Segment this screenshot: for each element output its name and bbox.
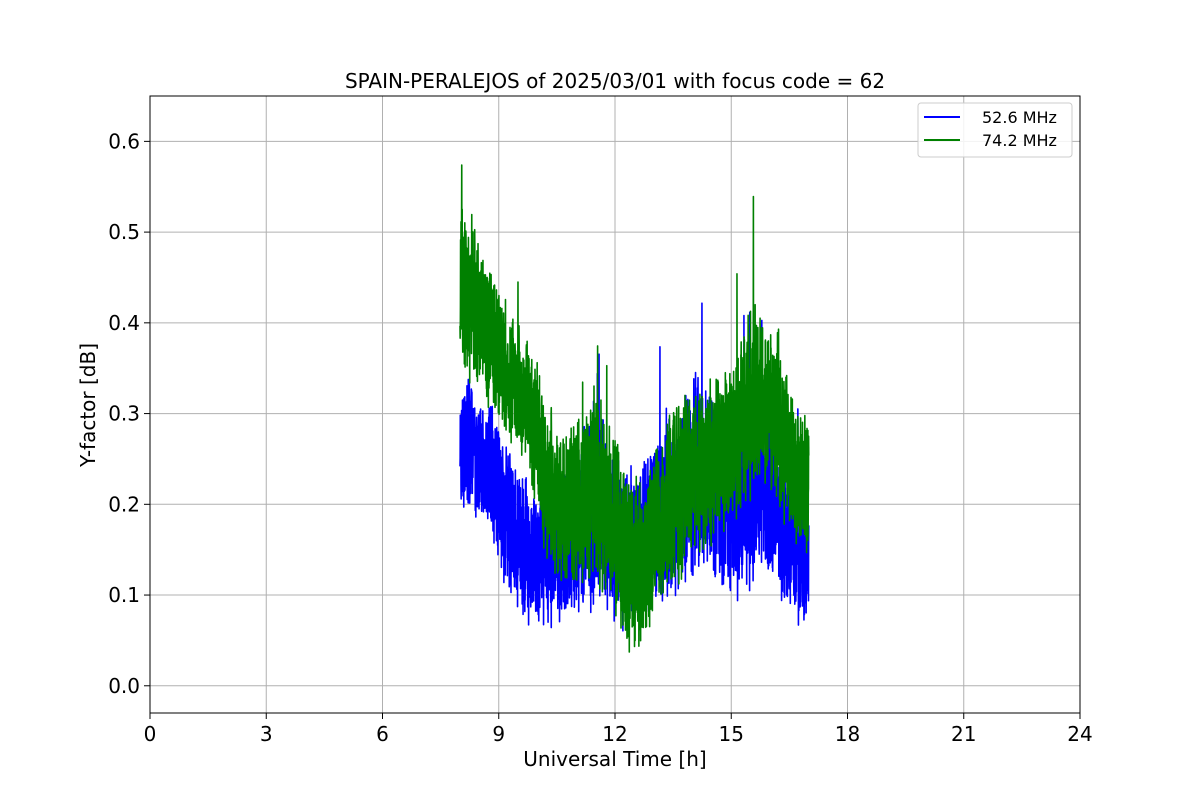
chart-title: SPAIN-PERALEJOS of 2025/03/01 with focus… <box>345 69 885 93</box>
x-tick-label: 9 <box>492 722 505 746</box>
x-axis-label: Universal Time [h] <box>523 747 706 771</box>
x-tick-label: 3 <box>260 722 273 746</box>
legend: 52.6 MHz 74.2 MHz <box>917 102 1073 158</box>
legend-label-74-2: 74.2 MHz <box>982 131 1057 150</box>
y-tick-label: 0.0 <box>108 674 140 698</box>
y-tick-label: 0.3 <box>108 402 140 426</box>
x-axis: 0 3 6 9 12 15 18 21 24 <box>144 713 1093 746</box>
y-axis: 0.0 0.1 0.2 0.3 0.4 0.5 0.6 <box>108 129 150 698</box>
y-tick-label: 0.1 <box>108 583 140 607</box>
series-74-2-mhz-line <box>459 164 810 653</box>
x-tick-label: 0 <box>144 722 157 746</box>
x-tick-label: 24 <box>1067 722 1092 746</box>
x-tick-label: 21 <box>951 722 976 746</box>
y-tick-label: 0.4 <box>108 311 140 335</box>
x-tick-label: 18 <box>835 722 860 746</box>
y-axis-label: Y-factor [dB] <box>76 343 100 468</box>
x-tick-label: 12 <box>602 722 627 746</box>
series-group <box>459 164 810 653</box>
x-tick-label: 15 <box>719 722 744 746</box>
y-tick-label: 0.5 <box>108 220 140 244</box>
y-tick-label: 0.6 <box>108 129 140 153</box>
y-tick-label: 0.2 <box>108 492 140 516</box>
x-tick-label: 6 <box>376 722 389 746</box>
legend-label-52-6: 52.6 MHz <box>982 108 1057 127</box>
